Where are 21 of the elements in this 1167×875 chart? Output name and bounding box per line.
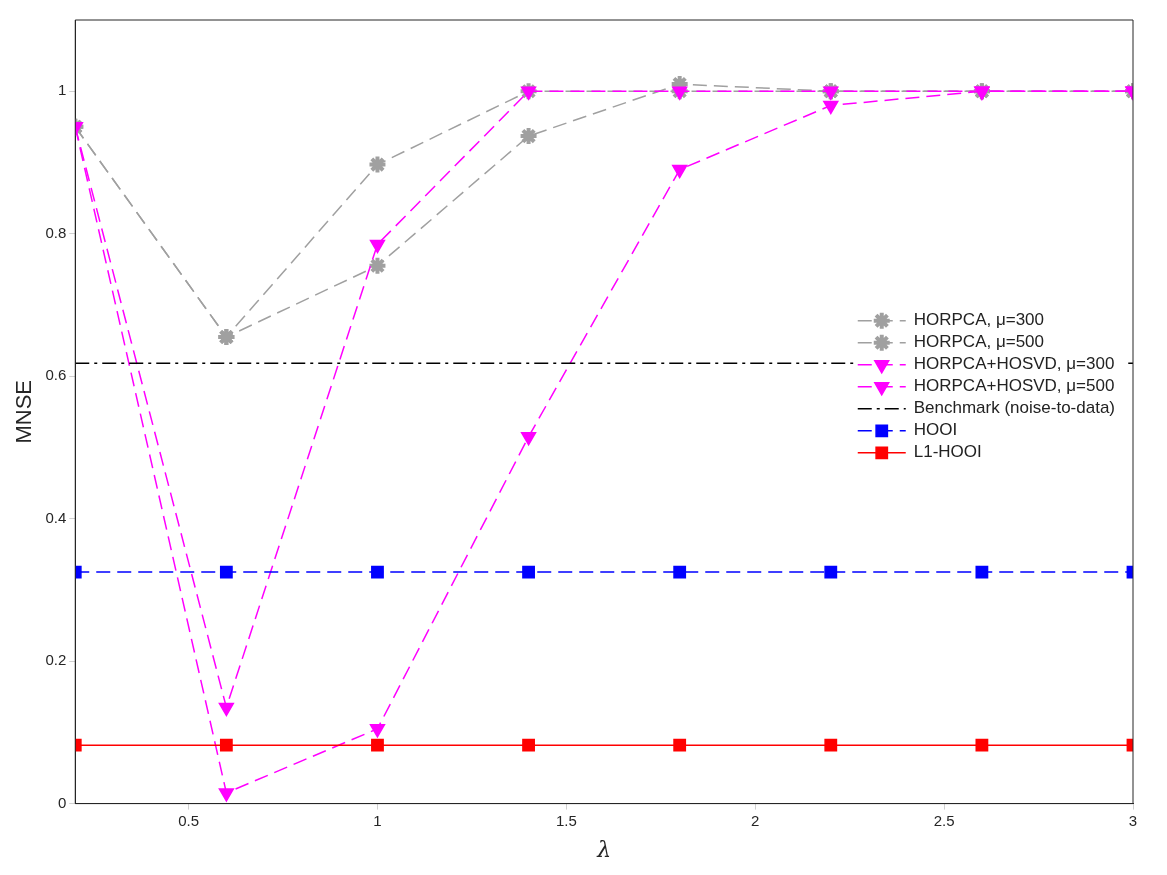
x-tick-label: 2.5 bbox=[933, 811, 955, 829]
x-tick-label: 1 bbox=[373, 811, 382, 829]
x-tick-label: 1.5 bbox=[555, 811, 577, 829]
y-tick-label: 0.8 bbox=[45, 223, 67, 241]
x-tick-label: 2 bbox=[751, 811, 760, 829]
legend-label: HORPCA, μ=300 bbox=[913, 310, 1045, 330]
x-tick-label: 0.5 bbox=[178, 811, 200, 829]
y-tick-label: 0.4 bbox=[45, 508, 67, 526]
y-tick-label: 1 bbox=[57, 81, 67, 99]
y-tick-label: 0 bbox=[57, 793, 67, 811]
legend-label: HORPCA, μ=500 bbox=[913, 332, 1045, 352]
legend-label: Benchmark (noise-to-data) bbox=[913, 398, 1116, 418]
y-tick-label: 0.6 bbox=[45, 366, 67, 384]
x-axis-title: λ bbox=[596, 836, 612, 862]
x-tick-label: 3 bbox=[1128, 811, 1138, 829]
legend-label: HORPCA+HOSVD, μ=500 bbox=[913, 376, 1115, 396]
legend-label: HOOI bbox=[913, 420, 958, 440]
legend-label: HORPCA+HOSVD, μ=300 bbox=[913, 354, 1115, 374]
legend-label: L1-HOOI bbox=[913, 442, 982, 462]
y-axis-title: MNSE bbox=[11, 380, 37, 444]
y-tick-label: 0.2 bbox=[45, 651, 67, 669]
